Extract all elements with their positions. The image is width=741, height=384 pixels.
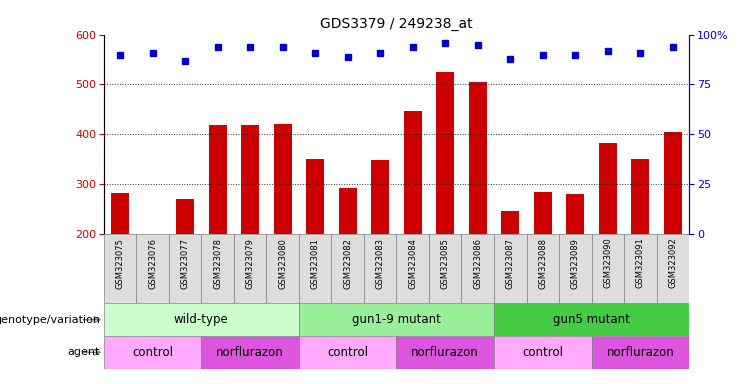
Bar: [469, 82, 487, 234]
Bar: [104, 336, 202, 369]
Text: GSM323080: GSM323080: [278, 238, 287, 288]
Text: GSM323083: GSM323083: [376, 238, 385, 289]
Text: GSM323082: GSM323082: [343, 238, 352, 288]
Bar: [599, 143, 617, 234]
Text: GSM323076: GSM323076: [148, 238, 157, 289]
Text: GSM323084: GSM323084: [408, 238, 417, 288]
Bar: [502, 211, 519, 234]
Text: norflurazon: norflurazon: [216, 346, 284, 359]
Bar: [624, 234, 657, 303]
Bar: [202, 336, 299, 369]
Bar: [429, 234, 462, 303]
Bar: [331, 234, 364, 303]
Text: GSM323089: GSM323089: [571, 238, 579, 288]
Text: control: control: [328, 346, 368, 359]
Bar: [396, 336, 494, 369]
Text: GSM323078: GSM323078: [213, 238, 222, 289]
Bar: [534, 192, 552, 234]
Text: genotype/variation: genotype/variation: [0, 314, 100, 325]
Text: GSM323091: GSM323091: [636, 238, 645, 288]
Text: GSM323086: GSM323086: [473, 238, 482, 289]
Bar: [111, 193, 129, 234]
Bar: [396, 234, 429, 303]
Bar: [299, 234, 331, 303]
Bar: [591, 336, 689, 369]
Bar: [404, 111, 422, 234]
Bar: [494, 303, 689, 336]
Bar: [436, 72, 454, 234]
Bar: [657, 234, 689, 303]
Bar: [136, 234, 169, 303]
Text: norflurazon: norflurazon: [606, 346, 674, 359]
Text: GSM323090: GSM323090: [603, 238, 612, 288]
Text: wild-type: wild-type: [174, 313, 229, 326]
Bar: [104, 234, 136, 303]
Bar: [104, 303, 299, 336]
Bar: [462, 234, 494, 303]
Text: GSM323075: GSM323075: [116, 238, 124, 288]
Bar: [209, 126, 227, 234]
Bar: [566, 194, 584, 234]
Bar: [266, 234, 299, 303]
Bar: [176, 199, 194, 234]
Text: control: control: [132, 346, 173, 359]
Text: GSM323092: GSM323092: [668, 238, 677, 288]
Text: gun5 mutant: gun5 mutant: [553, 313, 630, 326]
Text: GSM323088: GSM323088: [538, 238, 548, 289]
Bar: [364, 234, 396, 303]
Bar: [299, 336, 396, 369]
Text: GSM323077: GSM323077: [181, 238, 190, 289]
Text: GSM323087: GSM323087: [506, 238, 515, 289]
Bar: [241, 126, 259, 234]
Bar: [306, 159, 324, 234]
Text: norflurazon: norflurazon: [411, 346, 479, 359]
Text: GSM323081: GSM323081: [310, 238, 319, 288]
Title: GDS3379 / 249238_at: GDS3379 / 249238_at: [320, 17, 473, 31]
Text: GSM323079: GSM323079: [245, 238, 255, 288]
Bar: [559, 234, 591, 303]
Bar: [202, 234, 234, 303]
Bar: [234, 234, 266, 303]
Bar: [273, 124, 291, 234]
Bar: [299, 303, 494, 336]
Bar: [631, 159, 649, 234]
Bar: [494, 336, 591, 369]
Bar: [494, 234, 527, 303]
Bar: [527, 234, 559, 303]
Text: gun1-9 mutant: gun1-9 mutant: [352, 313, 441, 326]
Bar: [339, 188, 356, 234]
Bar: [664, 132, 682, 234]
Text: control: control: [522, 346, 563, 359]
Bar: [591, 234, 624, 303]
Bar: [169, 234, 202, 303]
Text: agent: agent: [67, 347, 100, 358]
Bar: [371, 161, 389, 234]
Text: GSM323085: GSM323085: [441, 238, 450, 288]
